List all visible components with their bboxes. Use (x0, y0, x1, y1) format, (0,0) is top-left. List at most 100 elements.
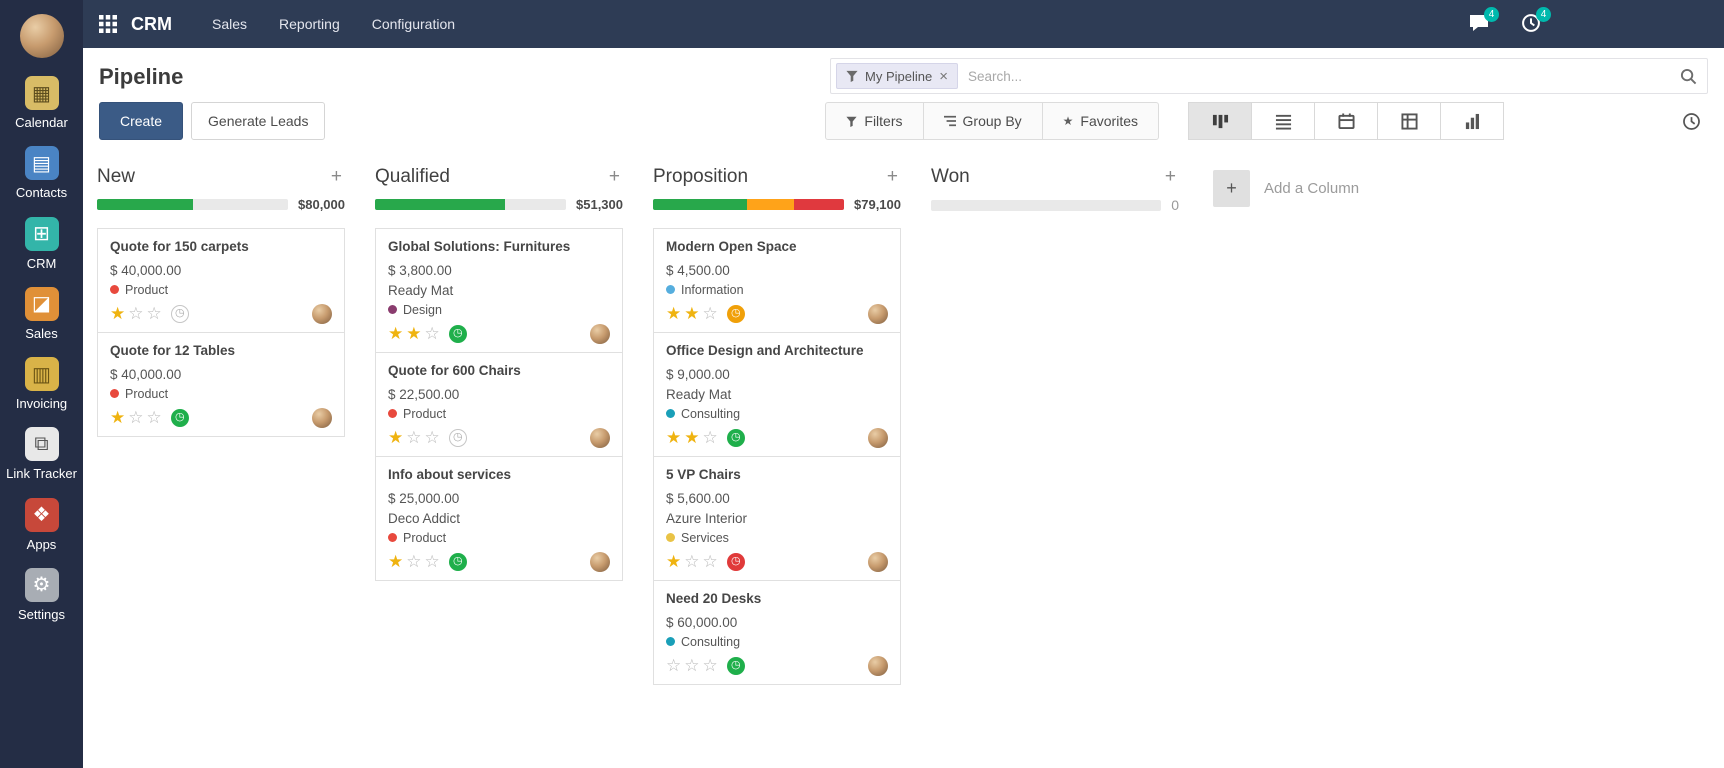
activity-clock-icon[interactable]: ◷ (170, 408, 189, 427)
activity-clock-icon[interactable]: ◷ (726, 428, 745, 447)
card-title: Need 20 Desks (666, 590, 762, 606)
priority-stars[interactable]: ★ ★ ☆ (666, 428, 718, 448)
filter-chip-my-pipeline[interactable]: My Pipeline × (836, 63, 958, 89)
progress-segment[interactable] (375, 199, 505, 210)
kanban-card[interactable]: 5 VP Chairs $ 5,600.00 Azure Interior Se… (653, 455, 901, 581)
avatar[interactable] (868, 427, 888, 448)
apps-menu-icon[interactable] (99, 15, 117, 33)
priority-stars[interactable]: ★ ☆ ☆ (388, 428, 440, 448)
favorites-label: Favorites (1080, 113, 1138, 129)
generate-leads-button[interactable]: Generate Leads (191, 102, 326, 140)
sidebar-item-link-tracker[interactable]: ⧉ Link Tracker (2, 427, 82, 482)
search-bar[interactable]: My Pipeline × (830, 58, 1708, 94)
plus-icon[interactable]: + (608, 166, 620, 187)
card-amount: $ 25,000.00 (388, 490, 460, 506)
search-icon[interactable] (1680, 68, 1697, 85)
progress-segment[interactable] (653, 199, 747, 210)
filters-label: Filters (864, 113, 903, 129)
messages-button[interactable]: 4 (1469, 7, 1499, 35)
progress-segment[interactable] (794, 199, 844, 210)
priority-stars[interactable]: ★ ☆ ☆ (110, 408, 162, 428)
column-progressbar[interactable] (375, 199, 566, 210)
clock-icon (1522, 14, 1540, 32)
plus-icon[interactable]: + (330, 166, 342, 187)
generate-leads-label: Generate Leads (208, 113, 309, 129)
avatar[interactable] (590, 323, 610, 344)
list-view-button[interactable] (1251, 102, 1315, 140)
sidebar-item-crm[interactable]: ⊞ CRM (2, 216, 82, 272)
sidebar-item-settings[interactable]: ⚙ Settings (2, 567, 82, 623)
create-button[interactable]: Create (99, 102, 184, 140)
priority-stars[interactable]: ☆ ☆ ☆ (666, 656, 718, 675)
plus-icon[interactable]: + (886, 166, 898, 187)
kanban-card[interactable]: Office Design and Architecture $ 9,000.0… (653, 331, 901, 457)
user-avatar[interactable] (19, 14, 64, 58)
menu-reporting[interactable]: Reporting (279, 16, 340, 32)
priority-stars[interactable]: ★ ★ ☆ (388, 324, 440, 344)
priority-stars[interactable]: ★ ☆ ☆ (388, 552, 440, 572)
kanban-card[interactable]: Info about services $ 25,000.00 Deco Add… (375, 455, 623, 581)
activity-clock-icon[interactable]: ◷ (170, 304, 189, 323)
sidebar-item-calendar[interactable]: ▦ Calendar (2, 76, 82, 131)
column-progressbar[interactable] (653, 199, 844, 210)
activity-clock-icon[interactable]: ◷ (726, 656, 745, 675)
kanban-card[interactable]: Quote for 150 carpets $ 40,000.00 Produc… (97, 228, 345, 333)
avatar[interactable] (590, 551, 610, 572)
plus-icon[interactable]: + (1164, 166, 1176, 187)
activity-clock-icon[interactable]: ◷ (726, 552, 745, 571)
avatar[interactable] (868, 303, 888, 324)
chat-bubble-icon (1470, 15, 1488, 31)
column-progressbar[interactable] (97, 199, 288, 210)
pivot-icon (1400, 112, 1418, 130)
activity-clock-icon[interactable]: ◷ (448, 552, 467, 571)
menu-sales[interactable]: Sales (212, 16, 248, 32)
column-progressbar[interactable] (931, 199, 1162, 211)
card-amount: $ 9,000.00 (666, 366, 730, 382)
sidebar-item-invoicing[interactable]: ▥ Invoicing (2, 357, 82, 412)
app-brand[interactable]: CRM (131, 13, 172, 34)
avatar[interactable] (312, 303, 332, 324)
priority-stars[interactable]: ★ ☆ ☆ (110, 304, 162, 324)
graph-view-button[interactable] (1440, 102, 1504, 140)
kanban-view-button[interactable] (1188, 102, 1252, 140)
add-column-button[interactable]: + (1213, 170, 1250, 207)
kanban-card[interactable]: Need 20 Desks $ 60,000.00 Consulting ☆ ☆ ☆… (653, 579, 901, 685)
favorites-button[interactable]: ★ Favorites (1041, 102, 1159, 140)
kanban-card[interactable]: Quote for 600 Chairs $ 22,500.00 Product… (375, 351, 623, 457)
progress-segment[interactable] (746, 199, 795, 210)
sidebar-item-apps[interactable]: ❖ Apps (2, 497, 82, 553)
activity-clock-icon[interactable]: ◷ (726, 304, 745, 323)
progress-segment[interactable] (97, 199, 193, 210)
funnel-icon (846, 116, 857, 127)
activity-clock-icon[interactable]: ◷ (448, 428, 467, 447)
priority-stars[interactable]: ★ ★ ☆ (666, 304, 718, 324)
search-input[interactable] (967, 68, 1680, 84)
avatar[interactable] (868, 655, 888, 676)
activity-view-button[interactable] (1674, 102, 1708, 140)
group-by-button[interactable]: Group By (922, 102, 1043, 140)
card-amount: $ 5,600.00 (666, 490, 730, 506)
avatar[interactable] (312, 407, 332, 428)
add-column-label[interactable]: Add a Column (1264, 180, 1360, 197)
activity-clock-icon[interactable]: ◷ (448, 324, 467, 343)
priority-stars[interactable]: ★ ☆ ☆ (666, 552, 718, 572)
close-icon[interactable]: × (939, 67, 948, 85)
pivot-view-button[interactable] (1377, 102, 1441, 140)
filters-button[interactable]: Filters (825, 102, 924, 140)
calendar-view-button[interactable] (1314, 102, 1378, 140)
activities-button[interactable]: 4 (1521, 7, 1551, 35)
tag-label: Consulting (681, 634, 741, 649)
avatar[interactable] (590, 427, 610, 448)
tag-label: Design (403, 302, 442, 317)
kanban-card[interactable]: Quote for 12 Tables $ 40,000.00 Product … (97, 331, 345, 437)
menu-configuration[interactable]: Configuration (371, 16, 456, 32)
sidebar-item-contacts[interactable]: ▤ Contacts (2, 146, 82, 201)
kanban-card[interactable]: Global Solutions: Furnitures $ 3,800.00 … (375, 228, 623, 353)
link-tracker-icon: ⧉ (24, 427, 59, 462)
card-partner: Azure Interior (666, 510, 748, 526)
kanban-card[interactable]: Modern Open Space $ 4,500.00 Information… (653, 228, 901, 333)
card-amount: $ 40,000.00 (110, 262, 182, 278)
sidebar-item-sales[interactable]: ◪ Sales (2, 286, 82, 342)
avatar[interactable] (868, 551, 888, 572)
card-amount: $ 22,500.00 (388, 386, 460, 402)
